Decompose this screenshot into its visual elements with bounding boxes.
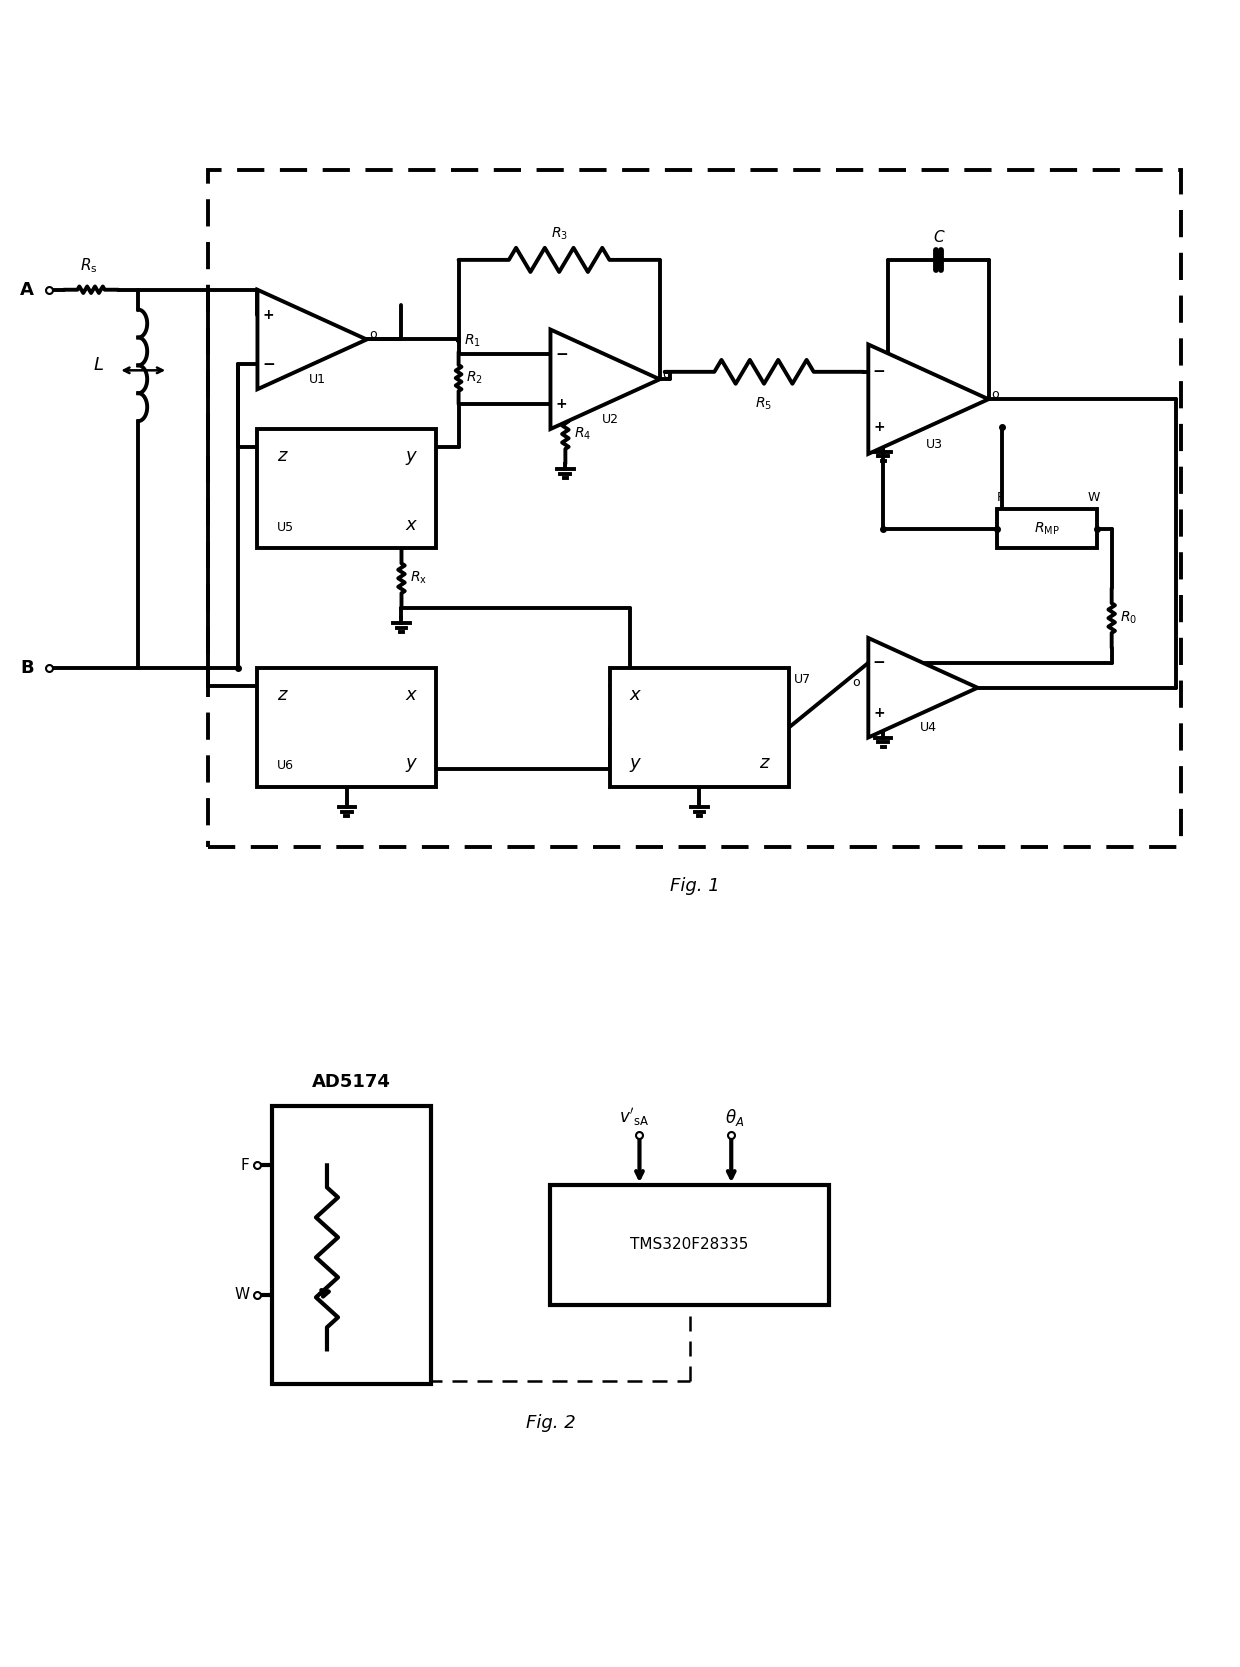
Text: Fig. 1: Fig. 1	[670, 877, 719, 895]
Bar	[551, 1185, 828, 1305]
Text: C: C	[932, 230, 944, 245]
Text: $R_{\rm s}$: $R_{\rm s}$	[79, 257, 98, 275]
Text: A: A	[20, 280, 33, 298]
Bar	[278, 1190, 427, 1379]
Bar	[258, 428, 436, 548]
Text: U5: U5	[278, 520, 294, 533]
Text: Fig. 2: Fig. 2	[526, 1414, 575, 1432]
Text: −: −	[873, 655, 885, 670]
Text: −: −	[262, 357, 275, 372]
Polygon shape	[258, 290, 367, 388]
Text: +: +	[556, 397, 567, 412]
Text: z: z	[278, 685, 286, 703]
Text: o: o	[370, 328, 377, 342]
Text: +: +	[263, 308, 274, 322]
Text: $v'_{\rm sA}$: $v'_{\rm sA}$	[619, 1105, 650, 1127]
Text: U3: U3	[926, 438, 942, 450]
Polygon shape	[551, 330, 660, 428]
Text: o: o	[853, 677, 861, 688]
Text: $R_3$: $R_3$	[551, 225, 568, 242]
Text: U1: U1	[309, 373, 326, 387]
Text: x: x	[405, 685, 417, 703]
Text: y: y	[405, 753, 417, 772]
Bar	[997, 508, 1096, 548]
Text: U2: U2	[603, 413, 619, 427]
Text: $R_{\rm MP}$: $R_{\rm MP}$	[1034, 520, 1060, 537]
Text: −: −	[556, 347, 568, 362]
Text: $R_2$: $R_2$	[466, 370, 484, 387]
Text: W: W	[1087, 490, 1100, 503]
Bar	[273, 1105, 432, 1384]
Text: −: −	[873, 365, 885, 380]
Text: $R_0$: $R_0$	[1120, 610, 1137, 627]
Text: TMS320F28335: TMS320F28335	[630, 1237, 749, 1252]
Text: x: x	[630, 685, 641, 703]
Polygon shape	[868, 345, 988, 453]
Text: x: x	[405, 515, 417, 533]
Text: $R_5$: $R_5$	[755, 395, 773, 412]
Text: +: +	[873, 705, 885, 720]
Text: z: z	[278, 447, 286, 465]
Text: $\theta_A$: $\theta_A$	[724, 1107, 744, 1127]
Text: U6: U6	[278, 758, 294, 772]
Polygon shape	[868, 638, 977, 737]
Text: +: +	[873, 420, 885, 433]
Text: W: W	[234, 1287, 249, 1302]
Text: $R_4$: $R_4$	[574, 425, 590, 442]
Text: AD5174: AD5174	[312, 1072, 392, 1090]
Text: o: o	[992, 388, 999, 400]
Text: F: F	[241, 1159, 249, 1174]
Text: F: F	[997, 490, 1004, 503]
Text: L: L	[93, 357, 103, 375]
Text: U7: U7	[794, 673, 811, 685]
Bar	[258, 668, 436, 787]
Text: z: z	[759, 753, 769, 772]
Text: B: B	[20, 658, 33, 677]
Text: U4: U4	[920, 722, 937, 735]
Bar	[610, 668, 789, 787]
Text: $R_{\rm x}$: $R_{\rm x}$	[409, 570, 427, 587]
Bar	[208, 170, 1182, 847]
Text: y: y	[405, 447, 417, 465]
Text: y: y	[630, 753, 641, 772]
Text: o: o	[662, 368, 671, 380]
Text: $R_1$: $R_1$	[464, 332, 481, 348]
